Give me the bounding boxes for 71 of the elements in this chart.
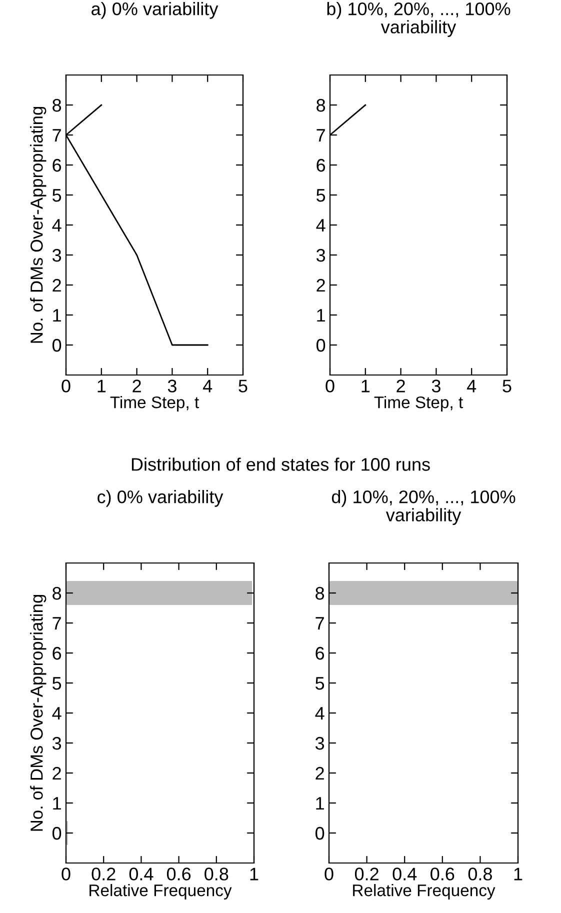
y-tick-label: 5 <box>316 677 324 690</box>
x-tick-label: 0.8 <box>204 868 228 880</box>
y-tick-label: 4 <box>52 219 62 232</box>
x-tick-label: 0.2 <box>92 868 116 880</box>
x-tick-label: 0 <box>62 380 70 392</box>
y-tick-label: 8 <box>316 98 326 112</box>
y-tick-label: 3 <box>316 248 326 262</box>
y-tick-label: 7 <box>316 617 324 630</box>
y-tick-label: 4 <box>52 707 62 720</box>
y-tick-label: 6 <box>316 646 324 660</box>
x-axis-title: Time Step, t <box>110 396 199 412</box>
chart-title: d) 10%, 20%, ..., 100% variability <box>332 490 516 525</box>
y-tick-label: 6 <box>316 158 326 172</box>
x-tick-label: 1 <box>514 868 522 880</box>
y-tick-label: 5 <box>316 189 326 202</box>
y-tick-label: 8 <box>52 98 62 112</box>
y-axis-title: No. of DMs Over-Appropriating <box>30 594 46 831</box>
x-tick-label: 0.6 <box>166 868 191 880</box>
y-tick-label: 8 <box>316 586 324 600</box>
y-tick-label: 4 <box>315 707 324 720</box>
y-tick-label: 8 <box>52 586 62 600</box>
x-axis-title: Relative Frequency <box>90 884 232 900</box>
x-tick-label: 4 <box>466 380 476 392</box>
y-tick-label: 3 <box>315 736 324 750</box>
chart-title: c) 0% variability <box>98 490 224 507</box>
y-tick-label: 7 <box>316 129 325 142</box>
y-tick-label: 6 <box>52 646 62 660</box>
x-tick-label: 4 <box>202 380 212 392</box>
y-tick-label: 0 <box>52 826 62 840</box>
x-tick-label: 0 <box>326 380 334 392</box>
y-tick-label: 1 <box>53 309 61 322</box>
x-tick-label: 5 <box>502 380 512 392</box>
x-tick-label: 0.2 <box>354 868 378 880</box>
y-tick-label: 3 <box>52 248 62 262</box>
x-tick-label: 1 <box>250 868 258 880</box>
y-tick-label: 2 <box>316 766 324 780</box>
x-tick-label: 3 <box>432 380 440 392</box>
y-tick-label: 2 <box>52 278 61 292</box>
chart-title: a) 0% variability <box>92 2 218 19</box>
x-tick-label: 2 <box>396 380 405 392</box>
y-tick-label: 0 <box>316 826 324 840</box>
y-tick-label: 1 <box>316 797 324 810</box>
y-tick-label: 7 <box>52 129 61 142</box>
y-tick-label: 2 <box>316 278 325 292</box>
x-tick-label: 0.4 <box>392 868 417 880</box>
x-tick-label: 0.8 <box>468 868 492 880</box>
y-tick-label: 0 <box>316 338 326 352</box>
chart-title: b) 10%, 20%, ..., 100% variability <box>327 2 510 37</box>
y-tick-label: 3 <box>52 736 62 750</box>
x-axis-title: Time Step, t <box>374 396 463 412</box>
y-tick-label: 5 <box>52 677 62 690</box>
x-tick-label: 0 <box>324 868 334 880</box>
y-tick-label: 5 <box>52 189 62 202</box>
y-axis-title: No. of DMs Over-Appropriating <box>30 106 46 343</box>
x-tick-label: 0.4 <box>129 868 154 880</box>
x-tick-label: 1 <box>98 380 106 392</box>
x-tick-label: 3 <box>168 380 176 392</box>
y-tick-label: 1 <box>53 797 61 810</box>
x-tick-label: 0 <box>62 868 70 880</box>
y-tick-label: 7 <box>52 617 61 630</box>
y-tick-label: 1 <box>317 309 325 322</box>
x-tick-label: 5 <box>238 380 248 392</box>
x-tick-label: 1 <box>362 380 370 392</box>
y-tick-label: 0 <box>52 338 62 352</box>
x-tick-label: 2 <box>132 380 141 392</box>
y-tick-label: 2 <box>52 766 61 780</box>
text: Distribution of end states for 100 runs <box>132 458 430 471</box>
y-tick-label: 6 <box>52 158 62 172</box>
x-axis-title: Relative Frequency <box>353 884 496 900</box>
y-tick-label: 4 <box>316 219 326 232</box>
x-tick-label: 0.6 <box>430 868 454 880</box>
